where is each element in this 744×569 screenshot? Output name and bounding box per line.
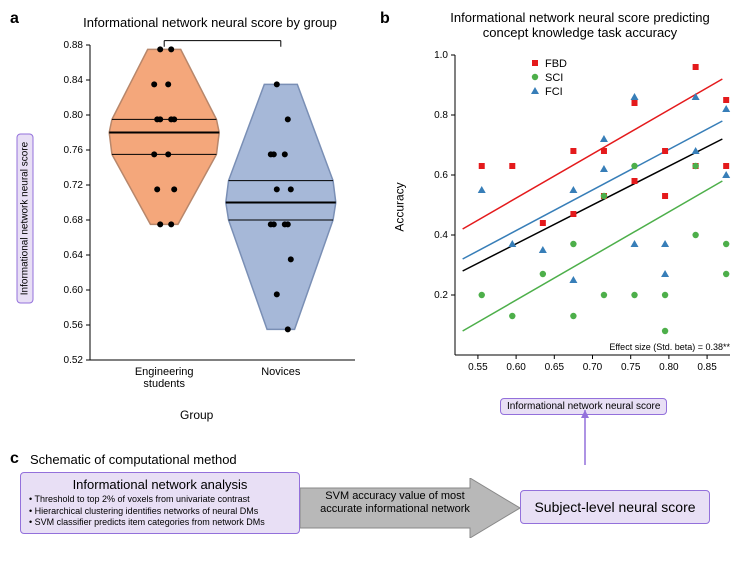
- svg-text:0.68: 0.68: [64, 215, 84, 226]
- svg-text:0.8: 0.8: [434, 110, 448, 121]
- panel-b-ylabel: Accuracy: [393, 182, 407, 231]
- panel-b-title: Informational network neural score predi…: [420, 10, 740, 40]
- svg-text:0.75: 0.75: [621, 362, 641, 373]
- panel-a-xlabel: Group: [180, 408, 213, 422]
- panel-c: c Schematic of computational method Info…: [10, 450, 734, 560]
- panel-c-title: Schematic of computational method: [30, 452, 237, 467]
- svg-text:0.76: 0.76: [64, 145, 84, 156]
- svg-text:0.55: 0.55: [468, 362, 488, 373]
- panel-c-box2: Subject-level neural score: [520, 490, 710, 524]
- panel-a: a Informational network neural score by …: [10, 10, 370, 430]
- svg-text:*: *: [220, 35, 226, 41]
- panel-a-svg: 0.52 0.56 0.60 0.64 0.68 0.72 0.76 0.80 0.84 0.88…: [55, 35, 365, 410]
- panel-c-box1-title: Informational network analysis: [29, 477, 291, 492]
- svg-text:0.72: 0.72: [64, 180, 84, 191]
- svg-text:0.84: 0.84: [64, 75, 84, 86]
- svg-text:Effect size (Std. beta) = 0.38: Effect size (Std. beta) = 0.38**: [609, 342, 730, 352]
- svg-text:Novices: Novices: [261, 366, 301, 378]
- svg-text:students: students: [143, 378, 185, 390]
- panel-b-label: b: [380, 10, 390, 28]
- svg-text:1.0: 1.0: [434, 50, 448, 61]
- panel-a-yaxis-box: Informational network neural score: [17, 134, 34, 304]
- panel-c-label: c: [10, 450, 19, 468]
- panel-a-label: a: [10, 10, 19, 28]
- svg-text:0.70: 0.70: [583, 362, 603, 373]
- panel-c-bullets: • Threshold to top 2% of voxels from uni…: [29, 494, 291, 529]
- svg-text:0.4: 0.4: [434, 230, 448, 241]
- svg-text:Engineering: Engineering: [135, 366, 194, 378]
- figure-container: a Informational network neural score by …: [10, 10, 734, 559]
- panel-a-title: Informational network neural score by gr…: [60, 15, 360, 30]
- svg-text:0.60: 0.60: [64, 285, 84, 296]
- panel-b-svg: 0.2 0.4 0.6 0.8 1.0 0.55 0.60 0.65 0.70 0.75 0.80 0…: [420, 45, 740, 390]
- svg-text:FCI: FCI: [545, 86, 563, 98]
- svg-text:0.60: 0.60: [506, 362, 526, 373]
- svg-text:0.80: 0.80: [64, 110, 84, 121]
- svg-text:0.52: 0.52: [64, 355, 84, 366]
- panel-b: b Informational network neural score pre…: [380, 10, 740, 430]
- svg-text:0.88: 0.88: [64, 40, 84, 51]
- panel-c-box1: Informational network analysis • Thresho…: [20, 472, 300, 534]
- svg-text:0.85: 0.85: [697, 362, 717, 373]
- svg-text:0.6: 0.6: [434, 170, 448, 181]
- panel-c-arrow-text: SVM accuracy value of most accurate info…: [310, 490, 480, 516]
- svg-text:0.80: 0.80: [659, 362, 679, 373]
- svg-text:SCI: SCI: [545, 72, 563, 84]
- svg-text:0.64: 0.64: [64, 250, 84, 261]
- svg-text:0.65: 0.65: [545, 362, 565, 373]
- svg-text:0.56: 0.56: [64, 320, 84, 331]
- svg-text:FBD: FBD: [545, 58, 567, 70]
- svg-text:0.2: 0.2: [434, 290, 448, 301]
